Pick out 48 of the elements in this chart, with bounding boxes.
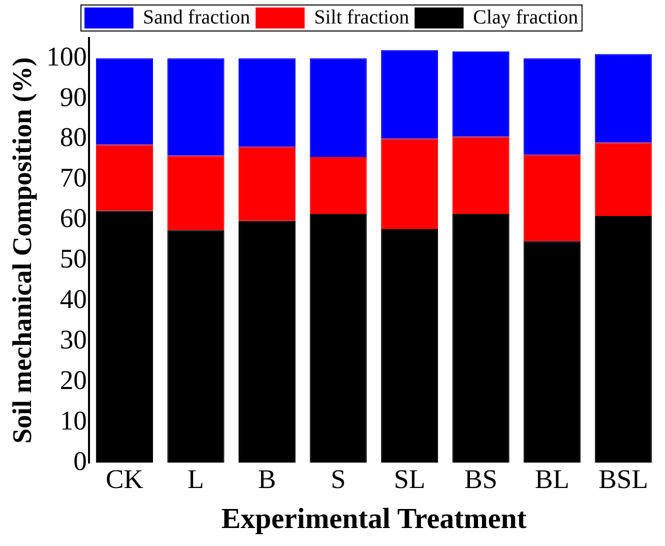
y-tick-label: 40 (60, 284, 87, 314)
bar (452, 136, 510, 214)
bar (381, 138, 438, 229)
bar (452, 51, 510, 137)
x-tick-label: L (188, 464, 204, 494)
bar (310, 156, 367, 214)
y-tick-label: 30 (60, 324, 87, 355)
legend-label: Silt fraction (314, 6, 410, 28)
bar (96, 144, 154, 211)
x-tick-label: CK (106, 464, 144, 494)
bar (381, 50, 438, 139)
bar (524, 58, 581, 155)
y-tick-label: 90 (60, 82, 87, 112)
bar (381, 228, 438, 463)
bar (594, 216, 652, 463)
x-tick-label: BS (464, 464, 498, 494)
bar (238, 58, 296, 147)
x-tick-label: BL (534, 464, 570, 494)
bar (310, 58, 367, 157)
bar (310, 214, 367, 463)
bar (524, 154, 581, 242)
bar (452, 214, 510, 463)
x-tick-label: S (330, 464, 346, 494)
bar (238, 220, 296, 463)
bar (167, 156, 224, 230)
x-tick-label: BSL (598, 464, 648, 494)
bar (524, 241, 581, 463)
y-tick-label: 60 (60, 203, 87, 234)
bar (238, 146, 296, 221)
legend-label: Clay fraction (473, 6, 578, 28)
y-axis-title: Soil mechanical Composition (%) (7, 57, 38, 444)
y-tick-label: 70 (60, 162, 87, 193)
y-tick-label: 20 (60, 364, 87, 395)
y-tick-label: 50 (60, 244, 87, 274)
y-tick-label: 0 (73, 446, 87, 476)
bar (96, 210, 154, 463)
x-tick-label: SL (394, 464, 426, 494)
y-tick-label: 100 (46, 41, 87, 72)
x-tick-label: B (258, 464, 276, 494)
bar (167, 230, 224, 463)
y-tick-label: 10 (60, 405, 87, 436)
x-axis-title: Experimental Treatment (221, 503, 527, 536)
y-tick-label: 80 (60, 122, 87, 152)
bar (96, 58, 154, 145)
bar (167, 58, 224, 156)
bar (594, 54, 652, 143)
legend-label: Sand fraction (142, 6, 250, 28)
bar (594, 142, 652, 216)
